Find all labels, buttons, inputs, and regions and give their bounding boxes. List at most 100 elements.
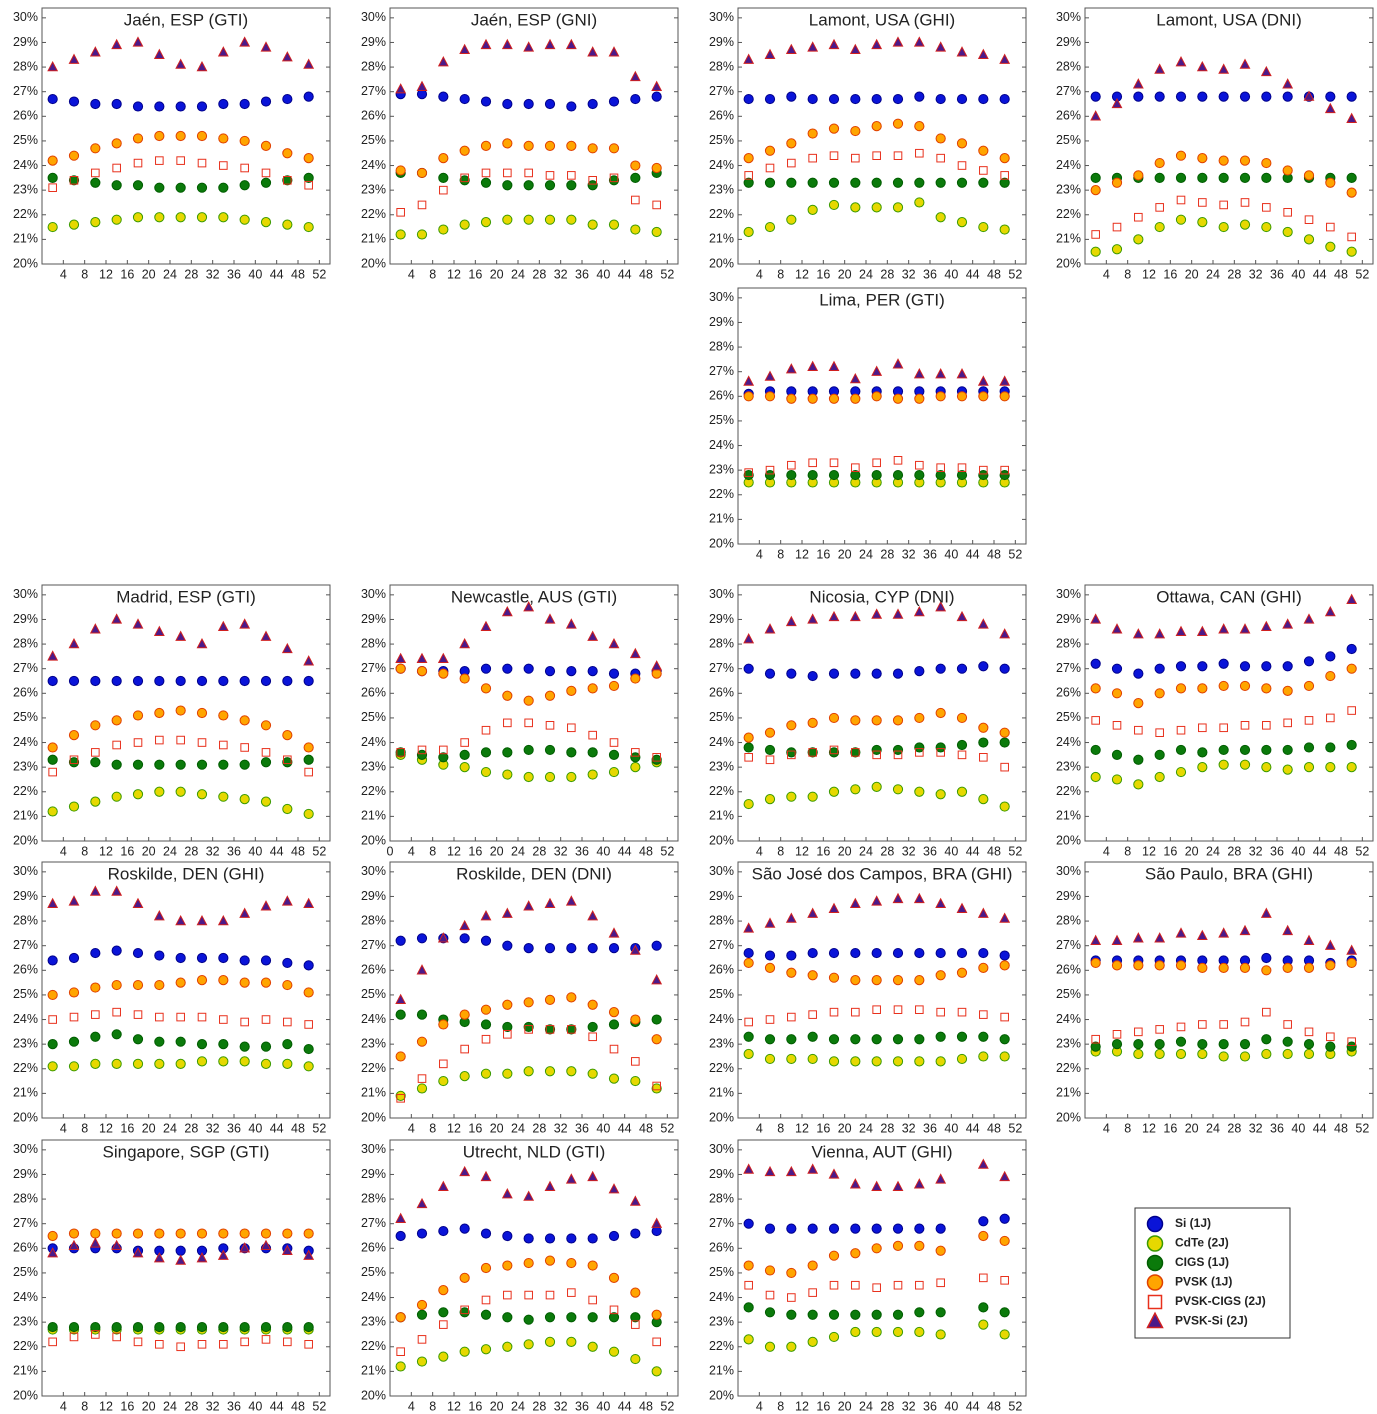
marker-circle bbox=[1218, 658, 1229, 669]
marker-triangle bbox=[1324, 102, 1336, 114]
x-tick-label: 24 bbox=[859, 844, 873, 858]
marker-circle bbox=[935, 391, 946, 402]
marker-triangle bbox=[459, 919, 471, 931]
marker-circle bbox=[807, 1031, 818, 1042]
marker-square bbox=[1219, 723, 1228, 733]
y-tick-label: 26% bbox=[13, 963, 38, 977]
y-tick-label: 24% bbox=[709, 1012, 734, 1026]
marker-square bbox=[1198, 198, 1207, 207]
marker-circle bbox=[1090, 246, 1101, 257]
marker-circle bbox=[68, 1036, 80, 1047]
marker-circle bbox=[807, 1260, 818, 1271]
marker-triangle bbox=[395, 83, 407, 94]
marker-triangle bbox=[807, 613, 819, 624]
marker-circle bbox=[587, 180, 598, 191]
marker-square bbox=[851, 463, 860, 472]
legend-label: CdTe (2J) bbox=[1175, 1236, 1229, 1250]
marker-circle bbox=[1303, 742, 1315, 753]
marker-square bbox=[524, 1025, 533, 1034]
marker-circle bbox=[1111, 244, 1123, 255]
marker-circle bbox=[1090, 1041, 1101, 1052]
marker-square bbox=[261, 748, 271, 757]
marker-circle bbox=[892, 118, 904, 129]
marker-circle bbox=[218, 759, 229, 770]
marker-circle bbox=[871, 1309, 882, 1320]
marker-circle bbox=[459, 175, 470, 186]
marker-circle bbox=[132, 1321, 144, 1333]
marker-triangle bbox=[629, 70, 641, 82]
marker-circle bbox=[416, 666, 428, 677]
marker-circle bbox=[630, 172, 641, 183]
marker-circle bbox=[587, 1341, 598, 1352]
y-tick-label: 23% bbox=[709, 182, 734, 196]
marker-circle bbox=[438, 172, 449, 183]
marker-triangle bbox=[544, 38, 556, 50]
marker-square bbox=[808, 153, 817, 163]
marker-circle bbox=[1346, 739, 1357, 751]
marker-circle bbox=[1175, 744, 1187, 756]
x-tick-label: 28 bbox=[184, 267, 198, 281]
marker-circle bbox=[850, 715, 861, 726]
marker-circle bbox=[630, 1014, 641, 1025]
x-tick-label: 44 bbox=[270, 267, 284, 281]
marker-circle bbox=[999, 950, 1010, 961]
y-tick-label: 24% bbox=[709, 1290, 734, 1304]
marker-circle bbox=[608, 680, 620, 692]
x-tick-label: 4 bbox=[408, 1121, 415, 1135]
marker-square bbox=[979, 1273, 988, 1283]
marker-circle bbox=[764, 1307, 776, 1318]
panel-title: Nicosia, CYP (DNI) bbox=[809, 587, 954, 606]
x-tick-label: 40 bbox=[596, 1399, 610, 1413]
marker-circle bbox=[175, 786, 186, 797]
marker-circle bbox=[260, 757, 272, 768]
marker-triangle bbox=[459, 43, 471, 55]
marker-square bbox=[155, 735, 164, 745]
panel: 20%21%22%23%24%25%26%27%28%29%30%4 8 12 16 2… bbox=[13, 861, 331, 1135]
marker-triangle bbox=[523, 900, 535, 911]
marker-triangle bbox=[1196, 60, 1208, 72]
marker-square bbox=[979, 1010, 988, 1019]
marker-triangle bbox=[892, 608, 904, 619]
marker-circle bbox=[1218, 172, 1229, 183]
marker-circle bbox=[956, 177, 968, 188]
marker-circle bbox=[828, 947, 840, 959]
marker-circle bbox=[303, 153, 314, 164]
marker-circle bbox=[1197, 661, 1208, 672]
y-tick-label: 30% bbox=[361, 587, 386, 601]
y-tick-label: 20% bbox=[361, 1388, 386, 1402]
marker-circle bbox=[999, 224, 1010, 235]
marker-circle bbox=[608, 1073, 620, 1084]
marker-circle bbox=[587, 1260, 598, 1271]
y-tick-label: 26% bbox=[361, 109, 386, 123]
plot-frame bbox=[737, 1139, 1027, 1397]
y-tick-label: 26% bbox=[709, 1241, 734, 1255]
marker-circle bbox=[1239, 1039, 1251, 1050]
marker-circle bbox=[395, 165, 406, 176]
marker-circle bbox=[260, 1228, 272, 1239]
x-tick-label: 32 bbox=[554, 267, 568, 281]
marker-circle bbox=[892, 393, 904, 404]
marker-circle bbox=[282, 757, 293, 768]
marker-circle bbox=[218, 975, 229, 986]
marker-circle bbox=[651, 91, 662, 102]
marker-circle bbox=[956, 93, 968, 105]
marker-circle bbox=[480, 1228, 492, 1239]
marker-circle bbox=[111, 180, 122, 191]
marker-triangle bbox=[871, 365, 883, 376]
marker-circle bbox=[566, 180, 577, 191]
marker-triangle bbox=[416, 80, 428, 91]
marker-triangle bbox=[196, 637, 208, 649]
marker-circle bbox=[523, 140, 534, 151]
x-tick-label: 32 bbox=[902, 844, 916, 858]
marker-circle bbox=[651, 226, 662, 238]
y-tick-label: 23% bbox=[13, 1314, 38, 1328]
marker-circle bbox=[544, 690, 556, 701]
panel: 20%21%22%23%24%25%26%27%28%29%30%0 4 8 12 16… bbox=[361, 584, 679, 858]
y-tick-label: 29% bbox=[13, 35, 38, 49]
marker-circle bbox=[1090, 683, 1101, 694]
marker-circle bbox=[807, 1309, 818, 1320]
marker-circle bbox=[828, 1309, 840, 1320]
y-tick-label: 28% bbox=[709, 1191, 734, 1205]
marker-circle bbox=[90, 143, 101, 154]
x-tick-label: 32 bbox=[554, 844, 568, 858]
